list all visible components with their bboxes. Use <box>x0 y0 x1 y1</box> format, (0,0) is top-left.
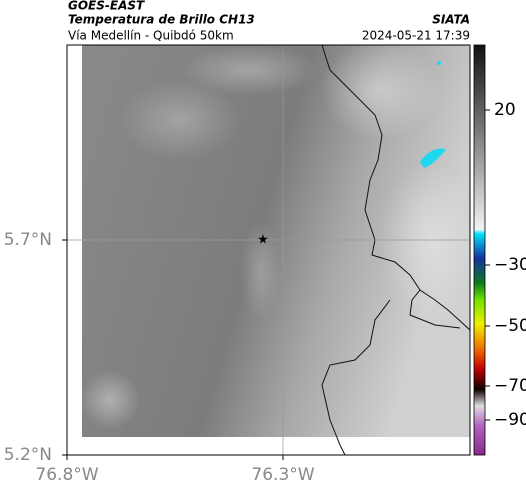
colorbar-tick-label: −90 <box>494 410 526 430</box>
colorbar <box>473 44 486 456</box>
agency: SIATA <box>432 13 470 27</box>
location-marker: ★ <box>257 233 269 248</box>
colorbar-tick-label: −30 <box>494 255 526 275</box>
boundaries <box>321 44 471 456</box>
colorbar-tick-label: −70 <box>494 376 526 396</box>
graticule <box>67 45 470 455</box>
colorbar-tick-label: −50 <box>494 316 526 336</box>
product: Temperatura de Brillo CH13 <box>68 13 255 27</box>
lon-tick-label: 76.3°W <box>251 465 314 485</box>
colorbar-tick-label: 20 <box>494 100 516 120</box>
lat-tick-label: 5.2°N <box>4 445 52 465</box>
lon-tick-label: 76.8°W <box>35 465 98 485</box>
region: Vía Medellín - Quibdó 50km <box>68 29 234 43</box>
timestamp: 2024-05-21 17:39 <box>362 29 470 43</box>
map-frame <box>66 44 471 456</box>
lat-tick-label: 5.7°N <box>4 230 52 250</box>
satellite-image <box>80 40 480 437</box>
source: GOES-EAST <box>68 0 145 13</box>
